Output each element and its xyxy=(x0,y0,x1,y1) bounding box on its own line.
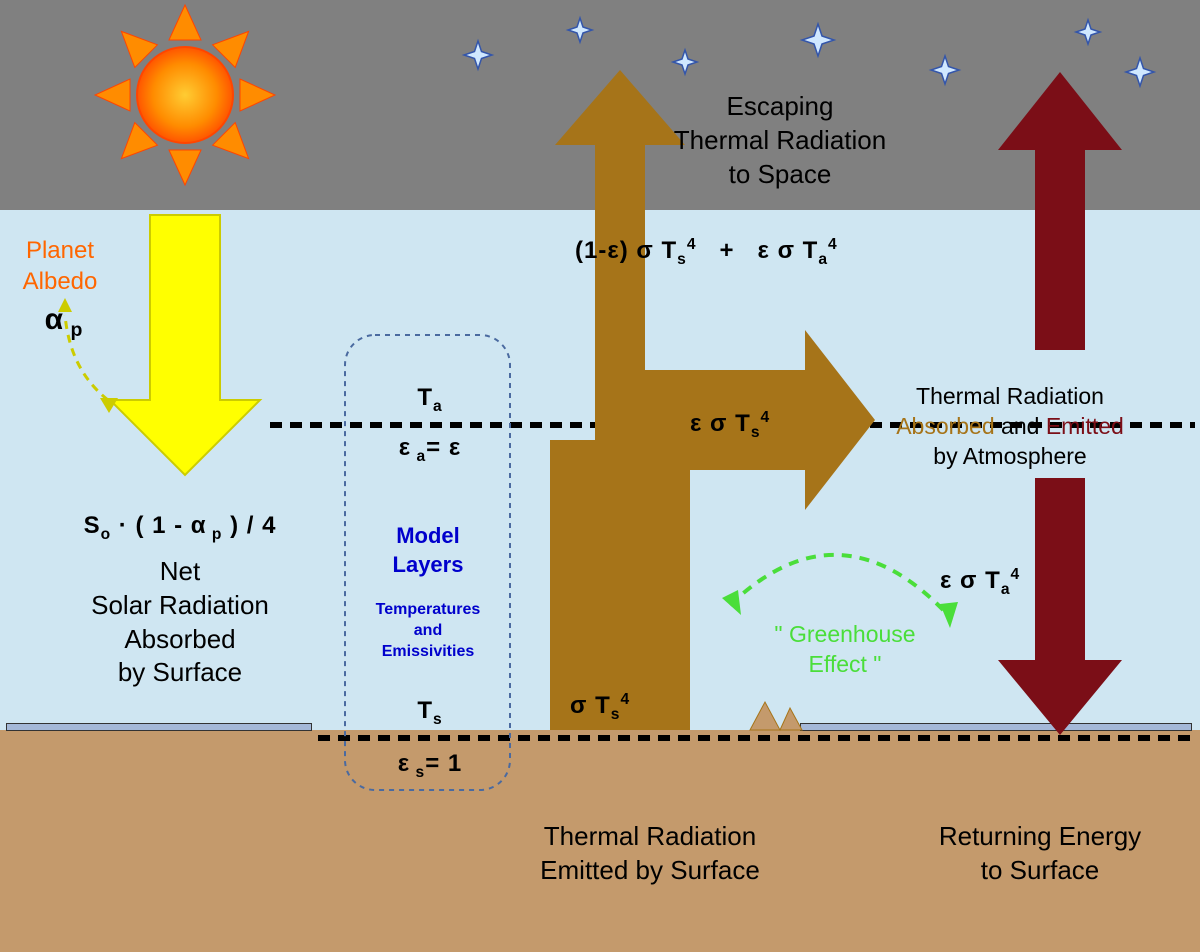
thermal-atm-label: Thermal Radiation Absorbed and Emitted b… xyxy=(865,382,1155,472)
escape-formula: (1-ε) σ Ts4 + ε σ Ta4 xyxy=(575,235,995,270)
surface-emit-formula: σ Ts4 xyxy=(570,690,690,725)
greenhouse-label: " Greenhouse Effect " xyxy=(745,620,945,680)
space-layer xyxy=(0,0,1200,210)
surface-water-left xyxy=(6,723,312,731)
surface-emit-label: Thermal Radiation Emitted by Surface xyxy=(515,820,785,888)
net-solar-formula: So · ( 1 - α p ) / 4 xyxy=(30,510,330,545)
escaping-label: Escaping Thermal Radiation to Space xyxy=(650,90,910,191)
absorb-formula: ε σ Ts4 xyxy=(690,408,820,443)
Ts-formula: Ts xyxy=(390,695,470,730)
return-energy-label: Returning Energy to Surface xyxy=(910,820,1170,888)
net-solar-label: Net Solar Radiation Absorbed by Surface xyxy=(60,555,300,690)
Ta-formula: Ta xyxy=(390,382,470,417)
planet-albedo-label: Planet Albedo xyxy=(10,235,110,297)
eps-a-formula: ε a= ε xyxy=(370,432,490,467)
return-formula: ε σ Ta4 xyxy=(940,565,1070,600)
eps-s-formula: ε s= 1 xyxy=(370,748,490,783)
model-layers-label: Model Layers Temperatures and Emissiviti… xyxy=(358,522,498,662)
surface-water-right xyxy=(800,723,1192,731)
alpha-p-formula: α p xyxy=(24,300,104,343)
